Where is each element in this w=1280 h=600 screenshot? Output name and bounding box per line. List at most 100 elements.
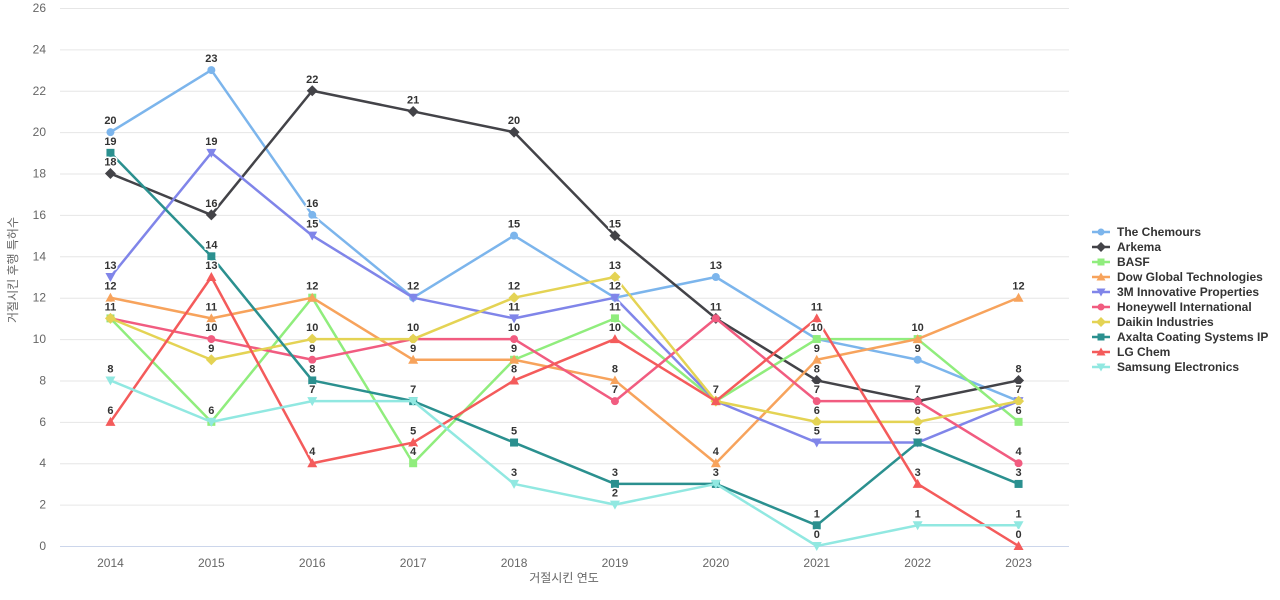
point-daikin-industries-2015[interactable] xyxy=(205,354,217,366)
legend-item-honeywell-international[interactable]: Honeywell International xyxy=(1092,299,1268,314)
point-the-chemours-2014[interactable] xyxy=(106,128,115,137)
point-samsung-electronics-2015[interactable] xyxy=(206,417,217,427)
data-label: 1 xyxy=(915,508,921,520)
point-dow-global-technologies-2015[interactable] xyxy=(206,313,217,323)
point-dow-global-technologies-2016[interactable] xyxy=(307,292,318,302)
point-daikin-industries-2018[interactable] xyxy=(508,292,520,304)
point-lg-chem-2015[interactable] xyxy=(206,272,217,281)
point-daikin-industries-2014[interactable] xyxy=(104,312,116,324)
point-the-chemours-2018[interactable] xyxy=(510,231,519,240)
point-samsung-electronics-2022[interactable] xyxy=(912,521,923,531)
data-label: 11 xyxy=(105,301,117,313)
point-daikin-industries-2022[interactable] xyxy=(912,416,924,428)
point-axalta-coating-systems-ip-2015[interactable] xyxy=(207,252,216,261)
point-basf-2021[interactable] xyxy=(812,335,821,344)
point-axalta-coating-systems-ip-2023[interactable] xyxy=(1014,479,1023,488)
legend-item-arkema[interactable]: Arkema xyxy=(1092,239,1268,254)
point-axalta-coating-systems-ip-2021[interactable] xyxy=(812,521,821,530)
point-the-chemours-2016[interactable] xyxy=(308,210,317,219)
point-arkema-2023[interactable] xyxy=(1013,374,1025,386)
y-tick-label: 14 xyxy=(33,249,47,263)
point-samsung-electronics-2014[interactable] xyxy=(105,376,116,386)
legend-item-axalta-coating-systems-ip[interactable]: Axalta Coating Systems IP xyxy=(1092,329,1268,344)
data-label: 7 xyxy=(612,384,618,396)
point-3m-innovative-properties-2014[interactable] xyxy=(105,273,116,282)
point-axalta-coating-systems-ip-2016[interactable] xyxy=(308,376,317,385)
point-basf-2017[interactable] xyxy=(409,459,418,468)
point-honeywell-international-2022[interactable] xyxy=(913,397,922,406)
point-honeywell-international-2018[interactable] xyxy=(510,335,519,344)
legend-item-the-chemours[interactable]: The Chemours xyxy=(1092,224,1268,239)
point-dow-global-technologies-2022[interactable] xyxy=(912,334,923,344)
point-lg-chem-2021[interactable] xyxy=(811,313,822,323)
point-the-chemours-2020[interactable] xyxy=(711,273,720,281)
legend-item-samsung-electronics[interactable]: Samsung Electronics xyxy=(1092,359,1268,374)
point-3m-innovative-properties-2017[interactable] xyxy=(408,293,419,303)
point-samsung-electronics-2021[interactable] xyxy=(811,542,822,551)
point-honeywell-international-2016[interactable] xyxy=(308,355,317,364)
point-basf-2023[interactable] xyxy=(1014,417,1023,426)
point-arkema-2018[interactable] xyxy=(508,126,520,138)
legend-item-lg-chem[interactable]: LG Chem xyxy=(1092,344,1268,359)
point-honeywell-international-2021[interactable] xyxy=(812,397,821,406)
point-samsung-electronics-2017[interactable] xyxy=(408,397,419,407)
legend-item-dow-global-technologies[interactable]: Dow Global Technologies xyxy=(1092,269,1268,284)
point-3m-innovative-properties-2021[interactable] xyxy=(811,438,822,448)
point-daikin-industries-2023[interactable] xyxy=(1013,395,1025,407)
point-dow-global-technologies-2021[interactable] xyxy=(811,354,822,364)
point-honeywell-international-2023[interactable] xyxy=(1014,459,1023,468)
point-3m-innovative-properties-2015[interactable] xyxy=(206,148,217,158)
point-lg-chem-2017[interactable] xyxy=(408,437,419,447)
point-the-chemours-2015[interactable] xyxy=(207,66,216,75)
point-axalta-coating-systems-ip-2014[interactable] xyxy=(106,148,115,157)
point-samsung-electronics-2018[interactable] xyxy=(509,479,520,489)
point-daikin-industries-2019[interactable] xyxy=(609,271,621,283)
point-arkema-2019[interactable] xyxy=(609,230,621,242)
point-honeywell-international-2019[interactable] xyxy=(610,397,619,406)
x-tick-label: 2014 xyxy=(97,556,124,570)
point-samsung-electronics-2023[interactable] xyxy=(1013,521,1024,531)
point-the-chemours-2022[interactable] xyxy=(913,355,922,364)
point-dow-global-technologies-2014[interactable] xyxy=(105,292,116,302)
y-axis-title: 거절시킨 후행 특허수 xyxy=(5,217,20,323)
point-lg-chem-2019[interactable] xyxy=(609,334,620,344)
point-lg-chem-2023[interactable] xyxy=(1013,541,1024,550)
y-tick-label: 18 xyxy=(33,167,47,181)
point-lg-chem-2018[interactable] xyxy=(509,375,520,385)
point-arkema-2017[interactable] xyxy=(407,105,419,117)
point-dow-global-technologies-2020[interactable] xyxy=(710,458,721,468)
point-dow-global-technologies-2018[interactable] xyxy=(509,354,520,364)
point-lg-chem-2022[interactable] xyxy=(912,478,923,488)
point-daikin-industries-2021[interactable] xyxy=(811,416,823,428)
point-basf-2019[interactable] xyxy=(610,314,619,323)
point-arkema-2014[interactable] xyxy=(104,168,116,180)
legend-item-daikin-industries[interactable]: Daikin Industries xyxy=(1092,314,1268,329)
point-axalta-coating-systems-ip-2018[interactable] xyxy=(510,438,519,447)
point-daikin-industries-2017[interactable] xyxy=(407,333,419,345)
point-lg-chem-2016[interactable] xyxy=(307,458,318,468)
data-label: 10 xyxy=(508,322,520,334)
data-label: 11 xyxy=(508,301,520,313)
point-arkema-2015[interactable] xyxy=(205,209,217,221)
point-3m-innovative-properties-2016[interactable] xyxy=(307,231,318,241)
point-lg-chem-2014[interactable] xyxy=(105,416,116,426)
point-dow-global-technologies-2019[interactable] xyxy=(609,375,620,385)
point-axalta-coating-systems-ip-2019[interactable] xyxy=(610,479,619,488)
point-samsung-electronics-2019[interactable] xyxy=(609,500,620,510)
point-3m-innovative-properties-2018[interactable] xyxy=(509,314,520,324)
point-arkema-2021[interactable] xyxy=(811,374,823,386)
point-axalta-coating-systems-ip-2022[interactable] xyxy=(913,438,922,447)
point-3m-innovative-properties-2019[interactable] xyxy=(609,293,620,303)
point-samsung-electronics-2020[interactable] xyxy=(710,479,721,489)
data-label: 20 xyxy=(104,115,116,127)
point-lg-chem-2020[interactable] xyxy=(710,396,721,406)
point-dow-global-technologies-2017[interactable] xyxy=(408,354,419,364)
point-daikin-industries-2016[interactable] xyxy=(306,333,318,345)
legend-item-3m-innovative-properties[interactable]: 3M Innovative Properties xyxy=(1092,284,1268,299)
point-honeywell-international-2020[interactable] xyxy=(711,314,720,323)
point-arkema-2016[interactable] xyxy=(306,85,318,97)
point-samsung-electronics-2016[interactable] xyxy=(307,397,318,407)
point-honeywell-international-2015[interactable] xyxy=(207,335,216,344)
point-dow-global-technologies-2023[interactable] xyxy=(1013,292,1024,302)
legend-item-basf[interactable]: BASF xyxy=(1092,254,1268,269)
